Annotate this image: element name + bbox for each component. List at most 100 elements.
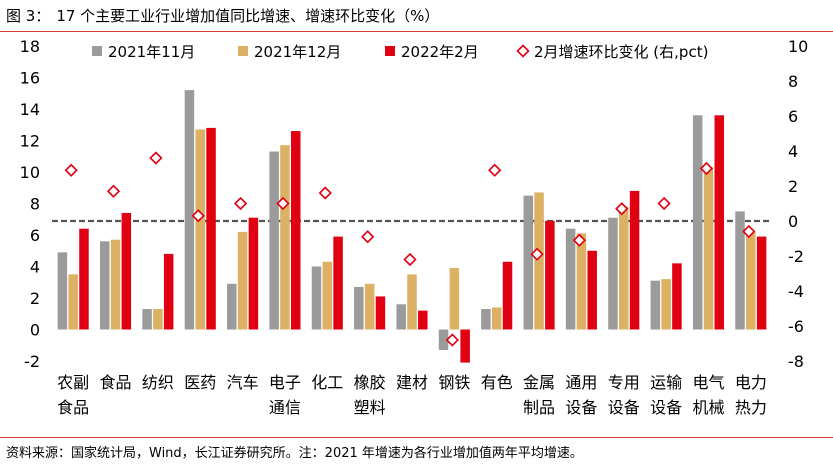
category-label: 设备 xyxy=(650,398,682,417)
bar-2 xyxy=(576,233,587,330)
left-axis-tick: 14 xyxy=(20,100,40,119)
category-label: 橡胶 xyxy=(354,373,386,392)
bar-3 xyxy=(418,310,428,330)
category-label: 有色 xyxy=(481,373,513,392)
bar-3 xyxy=(756,236,767,330)
bar-1 xyxy=(396,304,406,330)
bar-1 xyxy=(142,309,152,330)
left-axis-tick: 4 xyxy=(30,258,40,277)
right-axis-tick: -4 xyxy=(788,282,804,301)
legend-label: 2月增速环比变化 (右,pct) xyxy=(534,43,708,61)
right-axis-tick: 2 xyxy=(788,177,798,196)
right-axis-tick: -2 xyxy=(788,247,804,266)
right-axis-tick: -8 xyxy=(788,352,804,371)
bar-1 xyxy=(57,252,68,330)
bar-2 xyxy=(195,129,205,330)
category-label: 热力 xyxy=(735,398,767,417)
change-marker xyxy=(276,196,290,211)
bar-1 xyxy=(565,228,576,330)
bar-1 xyxy=(269,151,279,330)
bar-3 xyxy=(206,127,216,330)
left-axis-tick: 16 xyxy=(20,69,40,88)
bar-1 xyxy=(354,286,364,330)
legend-swatch xyxy=(385,46,395,56)
bar-3 xyxy=(333,236,343,330)
category-label: 塑料 xyxy=(354,398,386,417)
category-label: 通用 xyxy=(565,373,597,392)
left-axis-tick: 0 xyxy=(30,321,40,340)
figure-title-text: 17 个主要工业行业增加值同比增速、增速环比变化（%） xyxy=(56,7,440,25)
change-marker xyxy=(233,196,248,211)
change-marker xyxy=(318,186,332,200)
bar-2 xyxy=(491,307,502,330)
bar-2 xyxy=(407,274,417,330)
category-label: 钢铁 xyxy=(438,373,470,392)
category-label: 电力 xyxy=(735,373,767,392)
bar-2 xyxy=(746,231,756,330)
bar-3 xyxy=(629,190,640,330)
chart-footer: 资料来源：国家统计局，Wind，长江证券研究所。注：2021 年增速为各行业增加… xyxy=(0,437,833,461)
category-label: 设备 xyxy=(565,398,597,417)
left-axis-tick: 10 xyxy=(20,163,40,182)
legend: 2021年11月 2021年12月 2022年2月 2月增速环比变化 (右,pct) xyxy=(92,43,708,61)
legend-swatch xyxy=(92,46,102,56)
bar-1 xyxy=(227,283,237,330)
bar-1 xyxy=(438,329,449,350)
right-axis-tick: 0 xyxy=(788,212,798,231)
legend-swatch xyxy=(238,46,248,56)
markers-layer xyxy=(64,151,756,347)
bar-2 xyxy=(364,283,375,330)
bar-1 xyxy=(481,309,491,330)
title-rule xyxy=(0,31,833,32)
change-marker xyxy=(742,224,756,239)
change-marker xyxy=(191,209,205,223)
category-label: 电子 xyxy=(269,373,301,392)
bar-3 xyxy=(672,263,682,330)
bar-2 xyxy=(322,261,333,330)
bar-3 xyxy=(375,296,386,330)
change-marker xyxy=(445,333,459,347)
change-marker xyxy=(488,163,502,177)
left-axis-tick: 8 xyxy=(30,195,40,214)
left-axis-tick: 2 xyxy=(30,289,40,308)
bar-1 xyxy=(692,115,703,330)
bar-1 xyxy=(650,280,661,330)
ticks-layer: -2 0 2 4 6 8 10 12 14 16 18 -8 -6 -4 -2 0 2 4 6 8 10 xyxy=(20,37,809,371)
bar-1 xyxy=(184,90,195,330)
bar-3 xyxy=(502,261,513,330)
legend-label: 2021年12月 xyxy=(254,43,341,61)
legend-label: 2021年11月 xyxy=(108,43,195,61)
category-label: 运输 xyxy=(650,373,682,392)
left-axis-tick: 6 xyxy=(30,226,40,245)
right-axis-tick: 6 xyxy=(788,107,798,126)
change-marker xyxy=(699,161,714,176)
category-label: 食品 xyxy=(57,398,89,417)
left-axis-tick: 18 xyxy=(20,37,40,56)
change-marker xyxy=(530,247,544,261)
bar-1 xyxy=(608,217,618,330)
bars-layer xyxy=(57,90,767,363)
category-label: 专用 xyxy=(608,373,640,392)
bar-3 xyxy=(121,212,132,330)
category-label: 建材 xyxy=(396,373,428,392)
right-axis-tick: 4 xyxy=(788,142,798,161)
category-label: 通信 xyxy=(269,398,301,417)
category-label: 医药 xyxy=(184,373,216,392)
bar-1 xyxy=(523,195,534,330)
bar-2 xyxy=(703,167,714,330)
bar-2 xyxy=(534,192,544,330)
category-label: 制品 xyxy=(523,398,555,417)
change-marker xyxy=(64,163,78,177)
footer-rule xyxy=(0,437,833,438)
bar-2 xyxy=(280,145,290,330)
bar-3 xyxy=(248,217,259,330)
right-axis-tick: 8 xyxy=(788,72,798,91)
left-axis-tick: -2 xyxy=(24,352,40,371)
bar-3 xyxy=(460,329,470,363)
bar-1 xyxy=(735,211,745,330)
chart-canvas: -2024681012141618-8-6-4-20246810 农副食品食品纺… xyxy=(20,37,809,417)
bar-3 xyxy=(79,228,89,330)
change-marker xyxy=(615,202,629,216)
bar-3 xyxy=(290,131,301,330)
